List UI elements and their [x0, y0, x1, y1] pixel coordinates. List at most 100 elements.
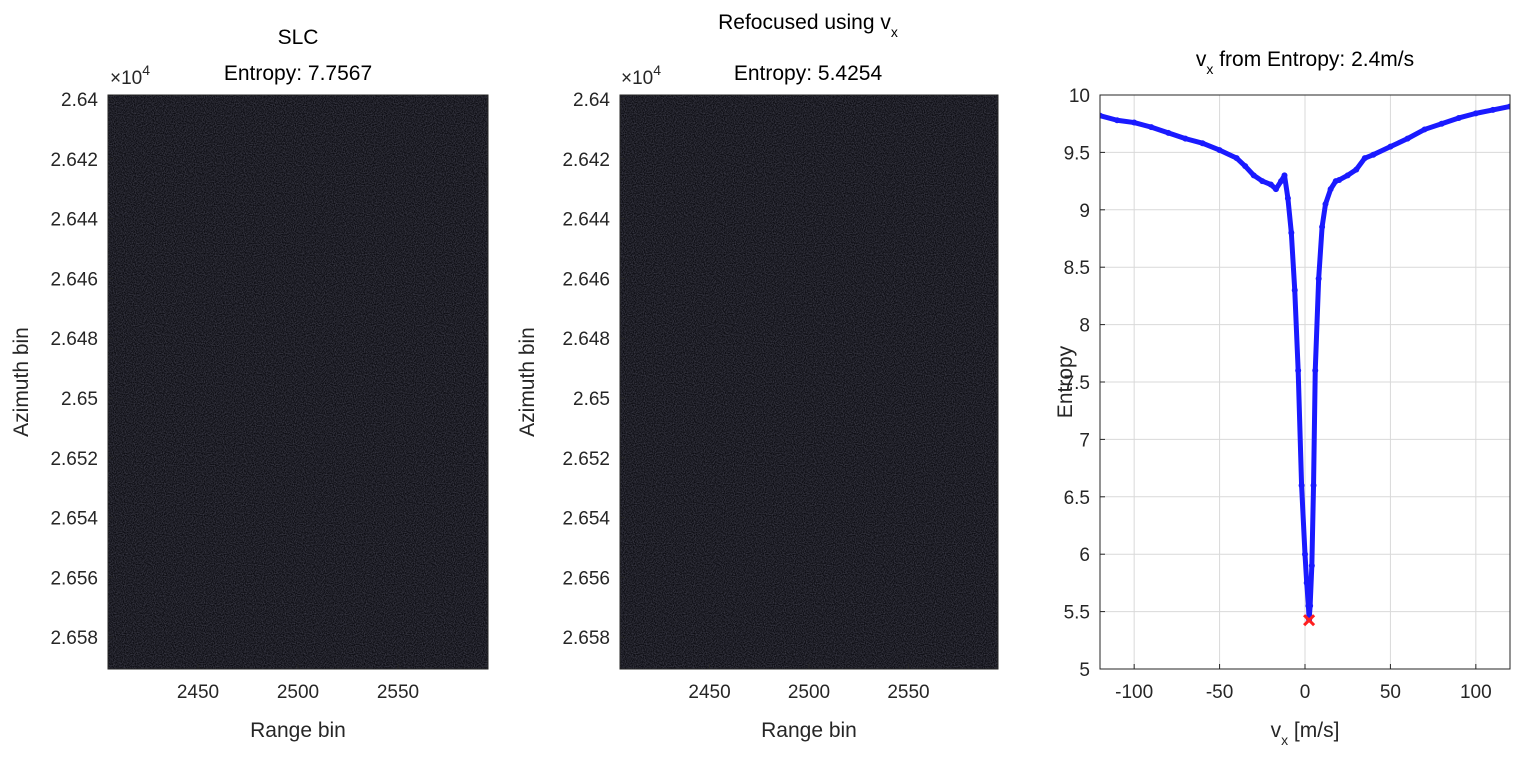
- refocused-y-axis-label: Azimuth bin: [516, 327, 539, 437]
- slc-image-noise: [108, 95, 488, 669]
- x-tick-label: 2450: [177, 682, 219, 703]
- slc-exponent-label: ×104: [110, 62, 150, 89]
- slc-exponent-power: 4: [142, 62, 150, 78]
- x-tick-label: -50: [1206, 682, 1233, 703]
- entropy-point: [1336, 176, 1343, 183]
- y-tick-label: 7: [1079, 430, 1090, 451]
- refocused-panel: 2450 2500 2550 2.64 2.642 2.644 2.646 2.648 2.65…: [516, 11, 999, 742]
- entropy-point: [1353, 166, 1360, 173]
- refocused-x-axis-label: Range bin: [761, 719, 857, 742]
- entropy-point: [1100, 112, 1103, 119]
- entropy-xlabel-post: [m/s]: [1288, 719, 1339, 742]
- y-tick-label: 2.652: [562, 449, 610, 470]
- y-tick-label: 2.646: [50, 269, 98, 290]
- y-tick-label: 8: [1079, 316, 1090, 337]
- refocused-image-noise: [620, 95, 998, 669]
- entropy-title-post: from Entropy: 2.4m/s: [1213, 48, 1414, 71]
- y-tick-label: 8.5: [1064, 258, 1090, 279]
- y-tick-label: 9.5: [1064, 143, 1090, 164]
- refocused-title-line-2: Entropy: 5.4254: [734, 62, 883, 85]
- entropy-ticks: -100 -50 0 50 100 5 5.5 6 6.5 7 7.5 8 8.5 9 9.5 10: [1064, 86, 1492, 703]
- entropy-point: [1284, 195, 1291, 202]
- entropy-point: [1421, 126, 1428, 133]
- y-tick-label: 2.658: [562, 628, 610, 649]
- entropy-point: [1319, 224, 1326, 231]
- entropy-point: [1361, 155, 1368, 162]
- y-tick-label: 2.652: [50, 449, 98, 470]
- y-tick-label: 6: [1079, 545, 1090, 566]
- entropy-point: [1472, 110, 1479, 117]
- slc-x-axis-label: Range bin: [250, 719, 346, 742]
- entropy-point: [1148, 124, 1155, 131]
- y-tick-label: 2.646: [562, 269, 610, 290]
- entropy-point: [1281, 172, 1288, 179]
- y-tick-label: 2.642: [50, 150, 98, 171]
- entropy-point: [1438, 120, 1445, 127]
- entropy-point: [1370, 151, 1377, 158]
- refocused-title-sub: x: [891, 24, 898, 40]
- x-tick-label: 2500: [788, 682, 830, 703]
- entropy-point: [1307, 602, 1314, 609]
- entropy-series: [1100, 103, 1510, 627]
- x-tick-label: 2450: [688, 682, 730, 703]
- refocused-exponent-power: 4: [653, 62, 661, 78]
- y-tick-label: 7.5: [1064, 373, 1090, 394]
- entropy-point: [1387, 143, 1394, 150]
- y-tick-label: 2.656: [562, 568, 610, 589]
- entropy-point: [1288, 229, 1295, 236]
- entropy-point: [1455, 114, 1462, 121]
- entropy-point: [1315, 275, 1322, 282]
- y-tick-label: 10: [1069, 86, 1090, 107]
- y-tick-label: 2.648: [562, 329, 610, 350]
- x-tick-label: 2550: [377, 682, 419, 703]
- entropy-point: [1322, 201, 1329, 208]
- slc-ticks: 2450 2500 2550 2.64 2.642 2.644 2.646 2.648 2.65…: [50, 90, 419, 703]
- y-tick-label: 2.642: [562, 150, 610, 171]
- x-tick-label: 50: [1380, 682, 1401, 703]
- entropy-point: [1302, 551, 1308, 558]
- entropy-point: [1267, 181, 1274, 188]
- slc-title-line-2: Entropy: 7.7567: [224, 62, 372, 85]
- entropy-point: [1404, 135, 1411, 142]
- entropy-point: [1489, 106, 1496, 113]
- entropy-point: [1303, 579, 1310, 586]
- minimum-marker-stroke-b: [1303, 614, 1316, 627]
- entropy-xlabel-pre: v: [1271, 719, 1282, 742]
- x-tick-label: 2550: [887, 682, 929, 703]
- entropy-point: [1327, 186, 1334, 193]
- entropy-point: [1278, 178, 1285, 185]
- y-tick-label: 2.65: [573, 389, 610, 410]
- entropy-point: [1344, 172, 1351, 179]
- y-tick-label: 2.654: [562, 509, 610, 530]
- entropy-xlabel-sub: x: [1281, 732, 1288, 748]
- y-tick-label: 2.644: [50, 210, 98, 231]
- slc-panel: 2450 2500 2550 2.64 2.642 2.644 2.646 2.648 2.65…: [10, 26, 489, 742]
- refocused-exponent-label: ×104: [621, 62, 661, 89]
- entropy-point: [1312, 367, 1319, 374]
- entropy-point: [1216, 147, 1223, 154]
- slc-y-axis-label: Azimuth bin: [10, 327, 33, 437]
- entropy-point: [1182, 135, 1189, 142]
- y-tick-label: 2.648: [50, 329, 98, 350]
- y-tick-label: 9: [1079, 201, 1090, 222]
- entropy-x-axis-label: vx [m/s]: [1271, 719, 1340, 748]
- entropy-point: [1114, 117, 1121, 124]
- entropy-title-sub: x: [1206, 61, 1213, 77]
- entropy-point: [1259, 178, 1266, 185]
- refocused-exponent-base: ×10: [621, 68, 653, 89]
- entropy-point: [1131, 119, 1138, 126]
- y-tick-label: 2.65: [61, 389, 98, 410]
- entropy-point: [1199, 140, 1206, 147]
- entropy-point: [1295, 367, 1302, 374]
- entropy-point: [1250, 172, 1257, 179]
- slc-exponent-base: ×10: [110, 68, 142, 89]
- y-tick-label: 2.656: [50, 568, 98, 589]
- y-tick-label: 5.5: [1064, 603, 1090, 624]
- x-tick-label: 0: [1300, 682, 1311, 703]
- y-tick-label: 5: [1079, 660, 1090, 681]
- refocused-ticks: 2450 2500 2550 2.64 2.642 2.644 2.646 2.648 2.65…: [562, 90, 929, 703]
- x-tick-label: 2500: [277, 682, 319, 703]
- refocused-title-main: Refocused using v: [718, 11, 891, 34]
